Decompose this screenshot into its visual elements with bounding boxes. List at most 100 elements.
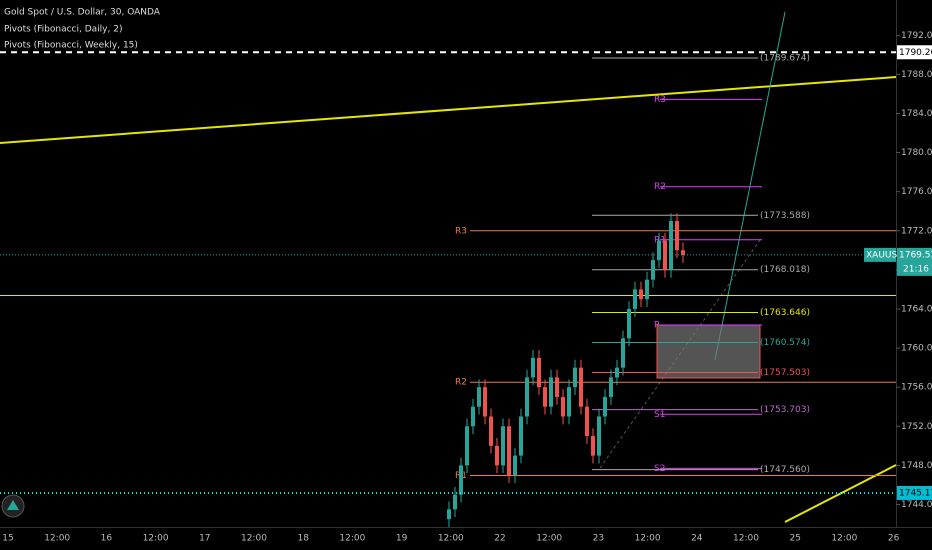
trend-line xyxy=(0,76,897,144)
time-tick-label: 16 xyxy=(101,534,113,544)
countdown-text: 21:16 xyxy=(903,264,929,274)
indicator-label: Pivots (Fibonacci, Weekly, 15) xyxy=(4,41,138,51)
time-tick-label: 23 xyxy=(593,534,604,544)
fib-label: (1789.674) xyxy=(760,54,810,64)
time-tick-label: 17 xyxy=(199,534,210,544)
price-badge-text: 1790.264 xyxy=(899,48,932,58)
pivot-label: R2 xyxy=(455,378,467,388)
candle-body xyxy=(543,387,547,407)
time-tick-label: 12:00 xyxy=(635,534,661,544)
time-tick-label: 12:00 xyxy=(241,534,267,544)
candle-body xyxy=(507,426,511,476)
candle-body xyxy=(519,416,523,456)
price-tick-label: 1764.000 xyxy=(901,304,932,314)
time-tick-label: 12:00 xyxy=(831,534,857,544)
range-box xyxy=(656,324,761,379)
fib-label: (1768.018) xyxy=(760,265,810,275)
fib-label: (1753.703) xyxy=(760,405,810,415)
fib-label: (1773.588) xyxy=(760,211,810,221)
price-tick-label: 1748.000 xyxy=(901,461,932,471)
price-badge xyxy=(897,247,932,276)
price-tick-label: 1784.000 xyxy=(901,109,932,119)
price-tick-label: 1752.000 xyxy=(901,422,932,432)
candle-body xyxy=(477,387,481,407)
time-tick-label: 26 xyxy=(888,534,900,544)
candle-body xyxy=(657,240,661,261)
candle-body xyxy=(603,396,607,417)
candle-body xyxy=(585,406,589,437)
price-tick-label: 1792.000 xyxy=(901,31,932,41)
time-tick-label: 19 xyxy=(396,534,408,544)
indicator-label: Pivots (Fibonacci, Daily, 2) xyxy=(4,25,122,35)
candle-body xyxy=(645,279,649,300)
pivot-label: R3 xyxy=(455,226,467,236)
candle-body xyxy=(663,240,667,270)
logo-icon xyxy=(7,500,19,510)
fib-label: (1757.503) xyxy=(760,368,810,378)
header-title: Gold Spot / U.S. Dollar, 30, OANDA xyxy=(4,8,161,18)
pivot-label: R2 xyxy=(654,182,666,192)
symbol-badge-text: XAUUSD xyxy=(866,250,904,260)
candle-body xyxy=(615,367,619,378)
candle-body xyxy=(573,367,577,388)
candle-body xyxy=(627,308,631,339)
candle-body xyxy=(633,289,637,309)
fib-label: (1760.574) xyxy=(760,338,810,348)
candle-body xyxy=(525,377,529,417)
fib-label: (1747.560) xyxy=(760,465,810,475)
candle-body xyxy=(537,357,541,388)
candle-body xyxy=(513,455,517,476)
price-tick-label: 1780.000 xyxy=(901,148,932,158)
fib-label: (1763.646) xyxy=(760,308,810,318)
pivot-label: R1 xyxy=(654,235,666,245)
price-tick-label: 1772.000 xyxy=(901,226,932,236)
price-tick-label: 1760.000 xyxy=(901,344,932,354)
time-tick-label: 22 xyxy=(494,534,505,544)
time-tick-label: 12:00 xyxy=(438,534,464,544)
candle-body xyxy=(465,426,469,466)
price-tick-label: 1788.000 xyxy=(901,70,932,80)
candle-body xyxy=(621,338,625,368)
price-badge-text: 1745.177 xyxy=(899,488,932,498)
time-tick-label: 12:00 xyxy=(44,534,70,544)
price-badge xyxy=(897,45,932,60)
candle-body xyxy=(531,357,535,378)
candle-body xyxy=(489,416,493,446)
time-tick-label: 12:00 xyxy=(143,534,169,544)
candle-body xyxy=(483,387,487,417)
time-tick-label: 12:00 xyxy=(339,534,365,544)
symbol-badge xyxy=(864,247,896,262)
candle-body xyxy=(609,377,613,397)
candle-body xyxy=(675,221,679,251)
time-tick-label: 12:00 xyxy=(733,534,759,544)
pivot-label: P xyxy=(654,321,660,331)
price-tick-label: 1776.000 xyxy=(901,187,932,197)
time-tick-label: 18 xyxy=(297,534,309,544)
candle-body xyxy=(579,367,583,407)
pivot-label: S1 xyxy=(654,410,665,420)
time-tick-label: 15 xyxy=(2,534,13,544)
candle-body xyxy=(495,445,499,466)
candle-body xyxy=(501,426,505,466)
time-tick-label: 25 xyxy=(789,534,800,544)
candle-body xyxy=(561,396,565,417)
candle-body xyxy=(591,436,595,456)
time-tick-label: 24 xyxy=(691,534,703,544)
price-tick-label: 1744.000 xyxy=(901,500,932,510)
candle-body xyxy=(549,377,553,407)
price-tick-label: 1756.000 xyxy=(901,383,932,393)
projection-line xyxy=(714,11,786,361)
price-badge-text: 1769.535 xyxy=(899,250,932,260)
price-badge xyxy=(897,485,932,500)
candle-body xyxy=(669,221,673,270)
pivot-label: R3 xyxy=(654,95,666,105)
candle-body xyxy=(459,465,463,495)
pivot-label: S2 xyxy=(654,464,665,474)
candle-body xyxy=(471,406,475,427)
candle-body xyxy=(567,387,571,417)
candle-body xyxy=(651,260,655,280)
candle-body xyxy=(453,494,457,510)
candle-body xyxy=(681,250,685,255)
candle-body xyxy=(639,289,643,300)
